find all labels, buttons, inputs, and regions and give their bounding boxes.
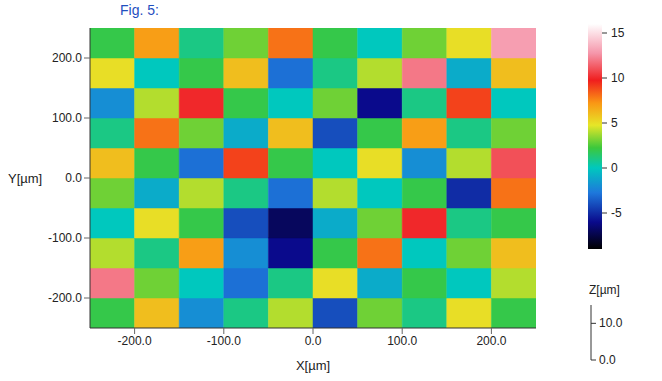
html-text:Fig. 5:: Fig. 5:: [120, 2, 159, 18]
svg-text:100.0: 100.0: [52, 111, 82, 125]
svg-text:-200.0: -200.0: [48, 291, 82, 305]
svg-text:Y[µm]: Y[µm]: [8, 171, 42, 186]
svg-text:Z[µm]: Z[µm]: [589, 283, 620, 297]
svg-text:200.0: 200.0: [476, 334, 506, 348]
svg-text:0.0: 0.0: [599, 353, 616, 367]
svg-text:-200.0: -200.0: [118, 334, 152, 348]
svg-text:10: 10: [611, 71, 625, 85]
svg-text:-100.0: -100.0: [207, 334, 241, 348]
svg-text:100.0: 100.0: [387, 334, 417, 348]
svg-text:10.0: 10.0: [599, 316, 623, 330]
svg-text:5: 5: [611, 116, 618, 130]
svg-text:X[µm]: X[µm]: [296, 358, 330, 373]
svg-text:-100.0: -100.0: [48, 231, 82, 245]
svg-text:0: 0: [611, 161, 618, 175]
svg-text:-5: -5: [611, 206, 622, 220]
svg-text:0.0: 0.0: [65, 171, 82, 185]
svg-text:15: 15: [611, 26, 625, 40]
svg-text:200.0: 200.0: [52, 51, 82, 65]
svg-text:0.0: 0.0: [305, 334, 322, 348]
